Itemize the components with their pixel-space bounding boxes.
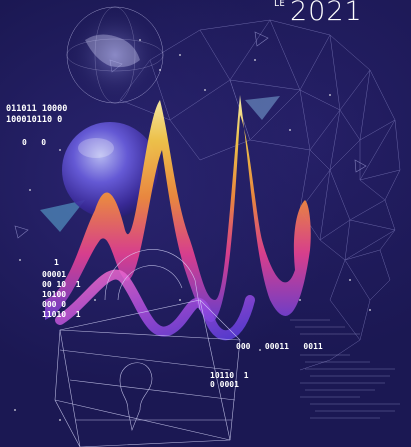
binary-line: 011011 10000	[6, 104, 68, 114]
binary-line: 10100	[42, 290, 67, 299]
code-snippet-lines	[290, 319, 400, 419]
binary-code-top: 011011 10000 100010110 0	[6, 104, 67, 126]
glass-sphere	[62, 122, 158, 218]
sparkle-dots	[14, 39, 371, 421]
binary-code-mid: 00001 00 10 1 10100 000 0 11010 1	[42, 270, 81, 320]
year-title: 2021	[290, 0, 363, 27]
binary-line: 10110 1	[210, 371, 249, 380]
year-mark: LE	[274, 0, 285, 9]
binary-code-bottom: 000 00011 0011	[236, 342, 323, 351]
blue-triangle-2	[245, 96, 280, 120]
binary-line: 11010 1	[42, 310, 81, 319]
binary-one: 1	[54, 258, 59, 267]
binary-line: 00 10 1	[42, 280, 81, 289]
binary-line: 0 0001	[210, 380, 239, 389]
binary-zeros: 0 0	[22, 138, 47, 147]
gradient-wave	[45, 95, 311, 341]
network-head-outline	[119, 19, 401, 371]
earth-globe	[66, 6, 164, 104]
binary-code-corner: 10110 1 0 0001	[210, 371, 249, 389]
binary-line: 000 0	[42, 300, 67, 309]
binary-line: 00001	[42, 270, 67, 279]
binary-line: 100010110 0	[6, 115, 63, 125]
blue-triangle	[40, 200, 85, 232]
padlock-wireframe	[54, 249, 241, 447]
